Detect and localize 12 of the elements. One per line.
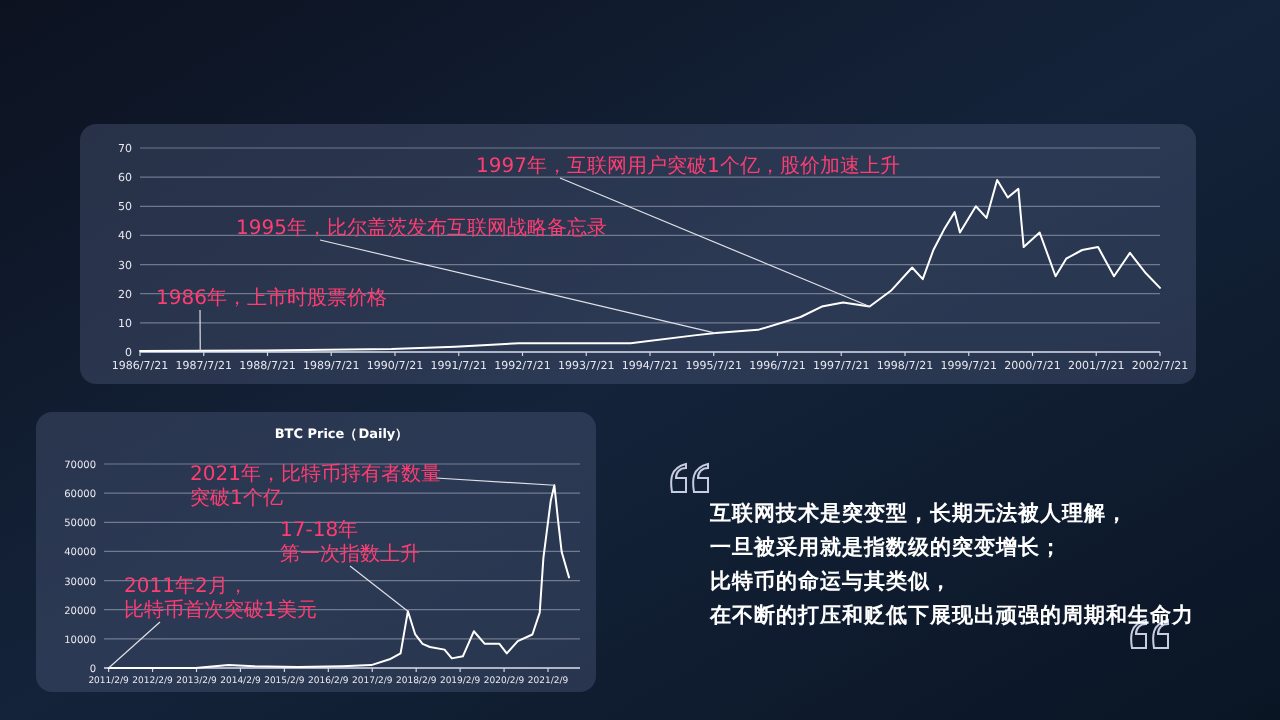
text: 一旦被采用就是指数级的突变增长；: [710, 534, 1062, 560]
line-series: [139, 179, 1161, 353]
text: 在不断的打压和贬低下展现出顽强的周期和生命力: [708, 602, 1194, 628]
annotation: 17-18年第一次指数上升: [280, 518, 420, 566]
annotation: 2021年，比特币持有者数量突破1个亿: [190, 462, 441, 510]
annotation: 2011年2月，比特币首次突破1美元: [124, 574, 317, 622]
text: 互联网技术是突变型，长期无法被人理解，: [708, 500, 1128, 526]
line-series: [107, 484, 571, 669]
annotation: 1997年，互联网用户突破1个亿，股价加速上升: [476, 154, 900, 178]
text: 比特币的命运与其类似，: [710, 568, 952, 594]
annotation: 1986年，上市时股票价格: [156, 286, 387, 310]
annotation: 1995年，比尔盖茨发布互联网战略备忘录: [236, 216, 607, 240]
